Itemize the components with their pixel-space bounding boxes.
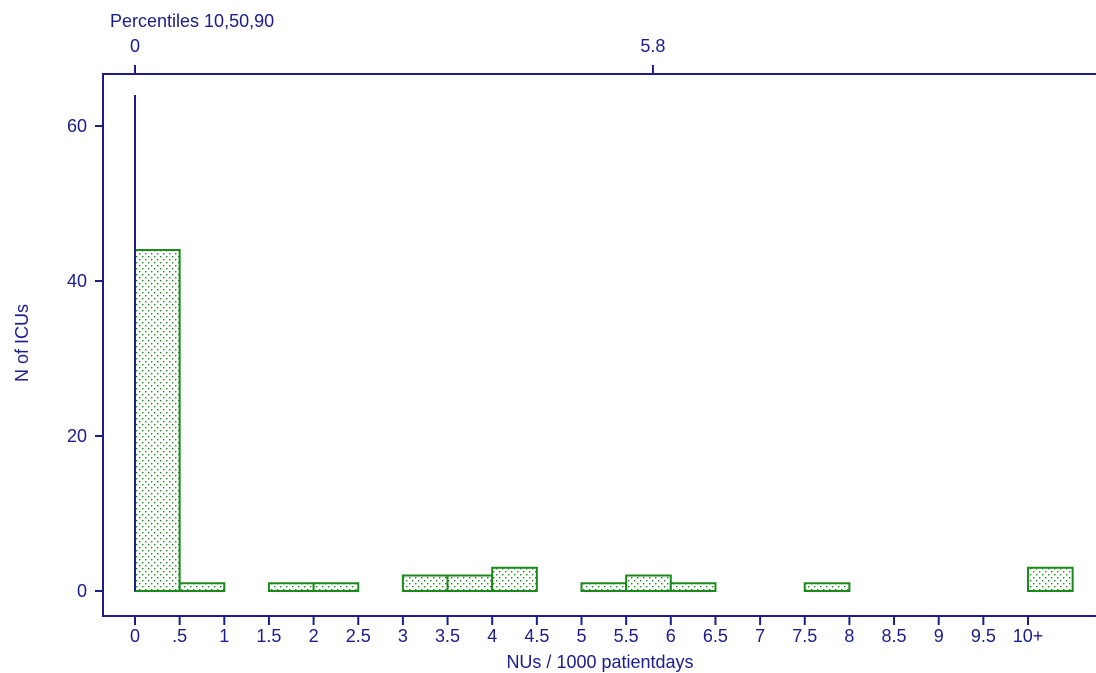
histogram-bar xyxy=(669,582,717,592)
x-tick-label: 8 xyxy=(844,626,854,646)
x-axis-ticks: 0 .5 1 1.5 2 2.5 3 3.5 4 4.5 5 5.5 6 6.5 7 7.5 8 8.5 9 9.5 1… xyxy=(130,616,1043,646)
bars-group xyxy=(134,95,1074,592)
histogram-bar xyxy=(267,582,315,592)
y-tick-label: 60 xyxy=(67,116,87,136)
histogram-bar xyxy=(401,574,449,592)
x-tick-label: 8.5 xyxy=(882,626,907,646)
x-tick-label: 6.5 xyxy=(703,626,728,646)
percentile-tick-label: 0 xyxy=(130,36,140,56)
x-tick-label: 3 xyxy=(398,626,408,646)
histogram-bar xyxy=(446,574,494,592)
x-axis-label: NUs / 1000 patientdays xyxy=(506,652,693,672)
y-tick-label: 0 xyxy=(77,581,87,601)
chart-title: Percentiles 10,50,90 xyxy=(110,11,274,31)
y-tick-label: 20 xyxy=(67,426,87,446)
histogram-bar xyxy=(580,582,628,592)
x-tick-label: .5 xyxy=(172,626,187,646)
histogram-bar xyxy=(312,582,360,592)
x-tick-label: 9.5 xyxy=(971,626,996,646)
x-tick-label: 0 xyxy=(130,626,140,646)
y-axis-label: N of ICUs xyxy=(12,304,32,382)
x-tick-label: 7.5 xyxy=(792,626,817,646)
x-tick-label: 2 xyxy=(309,626,319,646)
x-tick-label: 7 xyxy=(755,626,765,646)
x-tick-label: 5.5 xyxy=(614,626,639,646)
percentile-tick-label: 5.8 xyxy=(640,36,665,56)
histogram-bar xyxy=(491,566,538,592)
histogram-bar xyxy=(178,582,226,592)
x-tick-label: 5 xyxy=(576,626,586,646)
x-tick-label: 6 xyxy=(666,626,676,646)
plot-frame xyxy=(102,73,1096,617)
y-tick-label: 40 xyxy=(67,271,87,291)
x-tick-label: 1.5 xyxy=(256,626,281,646)
x-tick-label: 10+ xyxy=(1013,626,1044,646)
y-axis-ticks: 0 20 40 60 xyxy=(67,116,103,601)
x-tick-label: 9 xyxy=(934,626,944,646)
x-tick-label: 1 xyxy=(219,626,229,646)
histogram-bar xyxy=(134,249,181,592)
x-tick-label: 4 xyxy=(487,626,497,646)
x-tick-label: 4.5 xyxy=(524,626,549,646)
x-tick-label: 2.5 xyxy=(346,626,371,646)
histogram-bar xyxy=(1027,566,1074,592)
top-percentile-axis: 0 5.8 xyxy=(130,36,665,74)
histogram-bar xyxy=(625,574,672,592)
x-tick-label: 3.5 xyxy=(435,626,460,646)
histogram-bar xyxy=(803,582,851,592)
